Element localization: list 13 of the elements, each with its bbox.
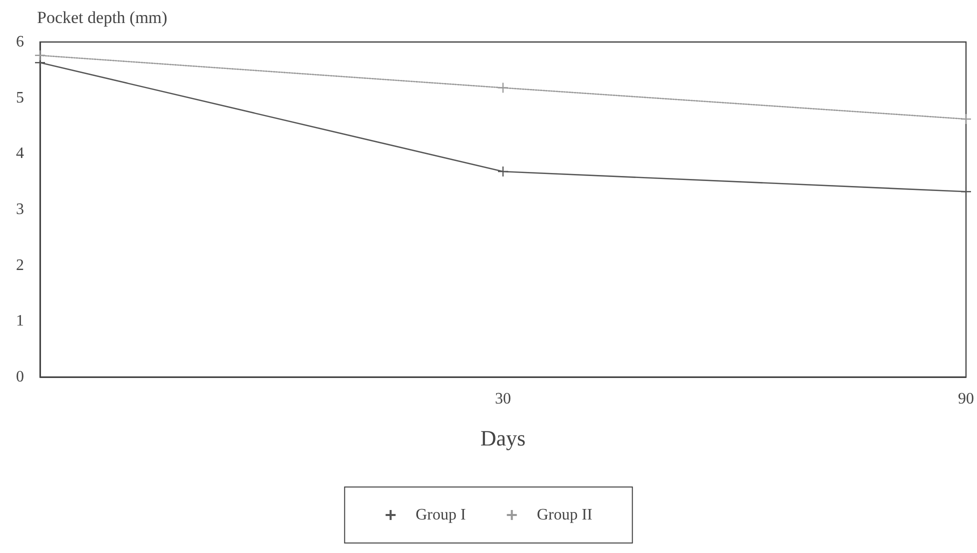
- x-axis-title: Days: [480, 426, 526, 450]
- legend-label: Group II: [536, 506, 592, 524]
- y-tick-label: 1: [16, 312, 24, 330]
- legend-label: Group I: [416, 506, 466, 524]
- x-tick-label: 30: [495, 390, 511, 408]
- y-tick-label: 0: [16, 368, 24, 386]
- y-tick-label: 6: [16, 34, 24, 50]
- y-axis-title: Pocket depth (mm): [37, 8, 168, 27]
- y-tick-label: 4: [16, 145, 24, 162]
- y-tick-label: 2: [16, 256, 24, 274]
- x-tick-label: 90: [958, 390, 974, 408]
- y-tick-label: 5: [16, 89, 24, 106]
- y-tick-label: 3: [16, 201, 24, 218]
